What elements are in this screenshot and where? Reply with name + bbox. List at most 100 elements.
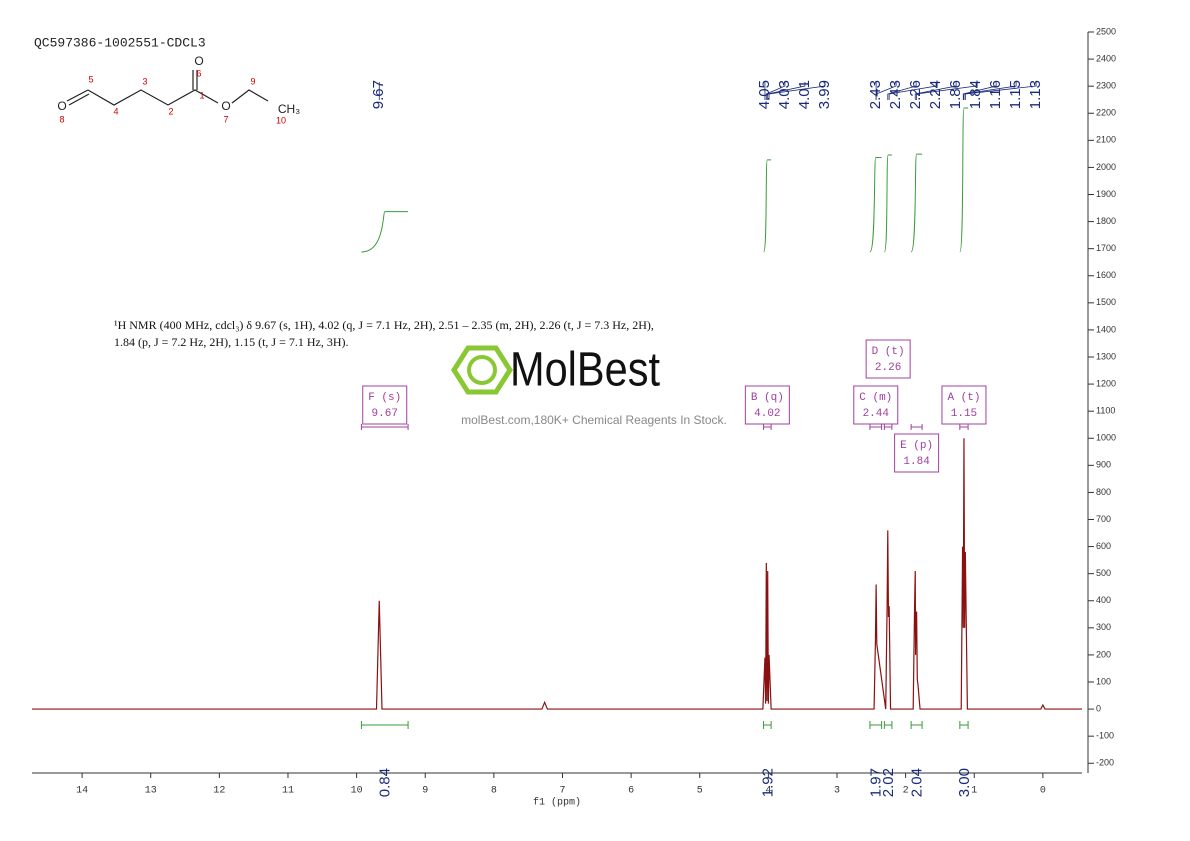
bond [68, 93, 90, 106]
peak-label: 1.15 [1007, 80, 1024, 109]
watermark-tagline: molBest.com,180K+ Chemical Reagents In S… [461, 413, 727, 427]
bond [87, 89, 219, 106]
atom-number: 3 [142, 76, 147, 86]
y-tick-label: 800 [1096, 487, 1111, 497]
y-tick-label: 700 [1096, 514, 1111, 524]
multiplet-box [941, 385, 987, 425]
atom-number: 1 [199, 90, 204, 100]
atom-number: 6 [196, 68, 201, 78]
y-tick-label: -100 [1096, 731, 1114, 741]
multiplet-bracket [360, 424, 409, 430]
y-tick-label: 100 [1096, 676, 1111, 686]
multiplet-bracket [883, 424, 893, 430]
x-axis-title: f1 (ppm) [533, 797, 581, 809]
multiplet-name: C (m) [859, 392, 892, 404]
x-tick-label: 5 [697, 786, 703, 797]
integral-label: 2.04 [909, 768, 926, 797]
x-tick-label: 4 [765, 786, 771, 797]
multiplet-bracket [869, 424, 883, 430]
x-tick-label: 11 [282, 786, 294, 797]
y-tick-label: 0 [1096, 703, 1101, 713]
watermark-logo [451, 345, 513, 395]
y-tick-label: 1500 [1096, 297, 1116, 307]
atom: O [57, 99, 66, 113]
multiplet-bracket [763, 424, 772, 430]
y-tick-label: 1800 [1096, 216, 1116, 226]
y-tick-label: 300 [1096, 622, 1111, 632]
x-tick-label: 12 [213, 786, 225, 797]
y-tick-label: 1900 [1096, 189, 1116, 199]
integral-curve [869, 156, 882, 253]
chart-title: QC597386-1002551-CDCL3 [34, 35, 206, 50]
multiplet-name: B (q) [751, 392, 784, 404]
multiplet-box [865, 339, 911, 379]
peak-connector [768, 82, 826, 100]
atom-number: 5 [88, 74, 93, 84]
watermark: MolBest [510, 344, 660, 397]
peak-connector [916, 82, 977, 100]
peak-label: 2.43 [887, 80, 904, 109]
multiplet-shift: 2.26 [875, 362, 901, 374]
integral-bracket [959, 721, 969, 729]
multiplet-box [362, 385, 408, 425]
peak-label: 1.84 [967, 80, 984, 109]
y-tick-label: 1200 [1096, 378, 1116, 388]
peak-connector [964, 82, 1037, 100]
peak-connector [962, 82, 997, 100]
x-tick-label: 1 [971, 786, 977, 797]
peak-label: 9.67 [370, 80, 387, 109]
x-tick-label: 7 [559, 786, 565, 797]
multiplet-name: D (t) [872, 346, 905, 358]
integral-label: 2.02 [880, 768, 897, 797]
x-tick-label: 6 [628, 786, 634, 797]
y-tick-label: 1000 [1096, 433, 1116, 443]
peak-label: 1.13 [1027, 80, 1044, 109]
y-tick-label: 2000 [1096, 162, 1116, 172]
y-tick-label: 1100 [1096, 406, 1115, 416]
peak-connector [887, 82, 917, 100]
integral-curve [883, 154, 892, 253]
x-tick-label: 14 [76, 786, 88, 797]
x-tick-label: 8 [491, 786, 497, 797]
multiplet-shift: 1.15 [951, 408, 977, 420]
y-tick-label: 1600 [1096, 270, 1116, 280]
atom-number: 2 [168, 106, 173, 116]
y-tick-label: 2100 [1096, 135, 1116, 145]
structure [66, 70, 269, 106]
peak-label: 2.24 [927, 80, 944, 109]
y-tick-label: 400 [1096, 595, 1111, 605]
multiplet-box [744, 385, 790, 425]
multiplet-name: E (p) [900, 440, 933, 452]
y-tick-label: 1300 [1096, 351, 1116, 361]
atom-number: 9 [250, 76, 255, 86]
atom-number: 8 [59, 114, 64, 124]
peak-label: 4.03 [776, 80, 793, 109]
multiplet-bracket [959, 424, 969, 430]
y-tick-label: 2500 [1096, 26, 1116, 36]
y-tick-label: 600 [1096, 541, 1111, 551]
integral-curve [361, 211, 409, 253]
x-tick-label: 0 [1040, 786, 1046, 797]
integral-bracket [883, 721, 893, 729]
peak-label: 4.01 [796, 80, 813, 109]
multiplet-bracket [910, 424, 923, 430]
description: ¹H NMR (400 MHz, cdcl₃) δ 9.67 (s, 1H), … [114, 318, 654, 349]
multiplet-box [853, 385, 899, 425]
integral-bracket [763, 721, 772, 729]
x-tick-label: 2 [903, 786, 909, 797]
integral-label: 1.92 [759, 768, 776, 797]
atom: O [194, 54, 203, 68]
atom-number: 7 [223, 114, 228, 124]
integral-bracket [910, 721, 923, 729]
integral-curve [763, 159, 772, 253]
y-tick-label: 900 [1096, 460, 1111, 470]
integral-label: 0.84 [377, 768, 394, 797]
x-tick-label: 10 [351, 786, 363, 797]
peak-label: 4.05 [756, 80, 773, 109]
integral-curve [959, 107, 969, 253]
peak-label: 3.99 [816, 80, 833, 109]
integral-label: 1.97 [868, 768, 885, 797]
multiplet-name: F (s) [368, 392, 401, 404]
multiplet-box [894, 433, 940, 473]
